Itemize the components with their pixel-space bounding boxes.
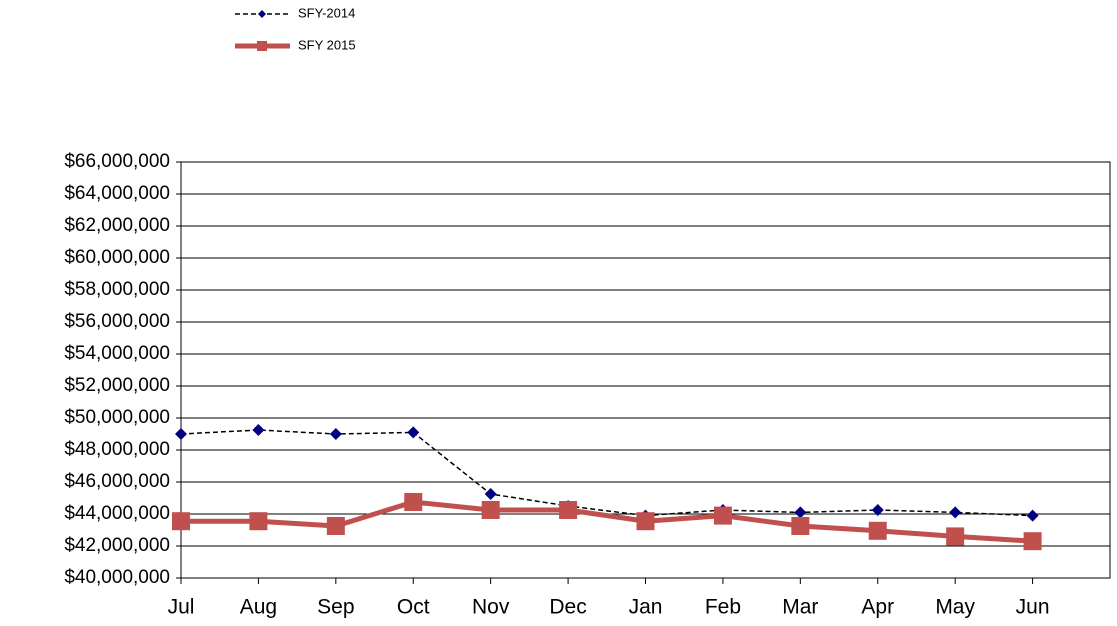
data-point [713, 506, 732, 525]
data-point [329, 428, 342, 440]
y-tick-label: $40,000,000 [64, 567, 170, 588]
x-tick-label: Jan [629, 596, 663, 619]
data-point [172, 512, 190, 531]
y-tick-label: $50,000,000 [64, 407, 170, 428]
legend-label: SFY-2014 [298, 5, 355, 20]
y-tick-label: $66,000,000 [64, 151, 170, 172]
data-point [559, 501, 578, 519]
x-tick-label: May [935, 596, 975, 619]
x-tick-label: Sep [317, 596, 354, 619]
y-tick-label: $48,000,000 [64, 439, 170, 460]
x-tick-label: Mar [782, 596, 818, 619]
data-point [407, 426, 420, 439]
legend-label: SFY 2015 [298, 37, 356, 52]
data-point [794, 506, 807, 519]
data-point [1023, 532, 1042, 551]
y-tick-label: $62,000,000 [64, 215, 170, 236]
y-tick-label: $58,000,000 [64, 279, 170, 300]
x-tick-label: Apr [861, 596, 894, 619]
x-tick-label: Oct [397, 596, 430, 619]
y-tick-label: $52,000,000 [64, 375, 170, 396]
data-point [326, 517, 345, 535]
data-point [175, 428, 187, 440]
data-point [481, 501, 500, 519]
x-tick-label: Feb [705, 596, 741, 619]
series-line [180, 429, 1033, 517]
y-tick-label: $60,000,000 [64, 247, 170, 268]
data-point [791, 517, 810, 535]
data-point [404, 493, 423, 511]
x-tick-label: Jun [1016, 596, 1050, 619]
y-tick-label: $44,000,000 [64, 503, 170, 524]
data-point [636, 512, 655, 531]
x-tick-label: Nov [472, 596, 510, 619]
x-tick-label: Jul [168, 596, 195, 619]
data-point [484, 488, 497, 500]
data-point [946, 527, 965, 546]
data-point [868, 521, 887, 540]
data-point [1026, 509, 1039, 522]
legend-marker [257, 41, 267, 51]
x-tick-label: Dec [549, 596, 586, 619]
data-point [249, 512, 268, 531]
y-tick-label: $56,000,000 [64, 311, 170, 332]
y-tick-label: $46,000,000 [64, 471, 170, 492]
x-tick-label: Aug [240, 596, 277, 619]
data-point [949, 506, 962, 519]
y-tick-label: $64,000,000 [64, 183, 170, 204]
series-line [181, 499, 1033, 544]
data-point [252, 424, 265, 436]
y-tick-label: $54,000,000 [64, 343, 170, 364]
legend-marker [258, 10, 266, 18]
data-point [871, 504, 884, 516]
y-tick-label: $42,000,000 [64, 535, 170, 556]
